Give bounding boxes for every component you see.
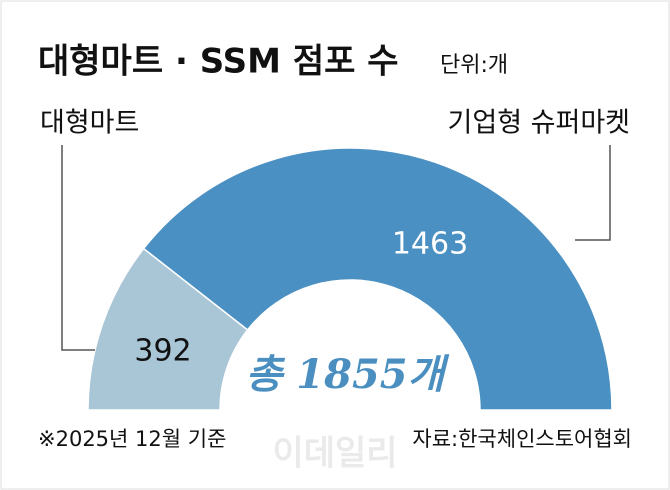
note: ※2025년 12월 기준 xyxy=(38,427,226,451)
leader-line xyxy=(575,145,611,241)
watermark: 이데일리 xyxy=(272,434,397,474)
arcs xyxy=(87,147,613,411)
unit-label: 단위:개 xyxy=(440,53,508,78)
leader-line xyxy=(61,145,95,351)
value-label: 392 xyxy=(134,334,191,369)
center-label: 총 1855개 xyxy=(246,351,450,398)
source: 자료:한국체인스토어협회 xyxy=(412,427,632,451)
chart-title: 대형마트 · SSM 점포 수 xyxy=(38,42,399,82)
arc-segment xyxy=(142,147,613,411)
legend-label: 기업형 슈퍼마켓 xyxy=(448,108,630,139)
value-label: 1463 xyxy=(392,227,468,262)
legend-label: 대형마트 xyxy=(40,108,139,139)
